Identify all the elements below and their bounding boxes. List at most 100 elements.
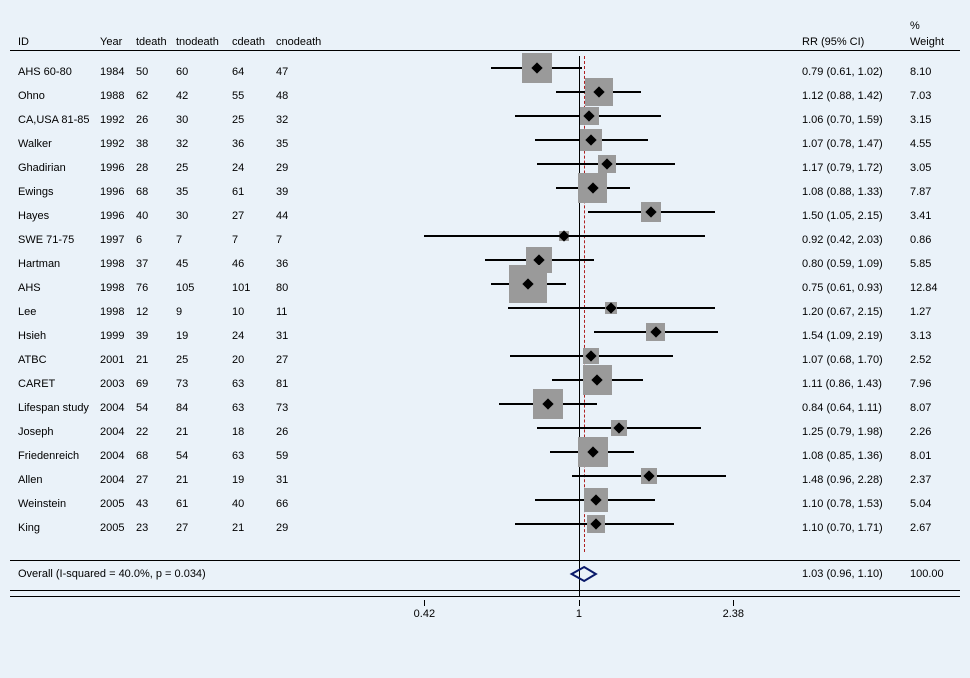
study-cnodeath: 48 (276, 90, 332, 102)
study-wt: 7.96 (910, 378, 954, 390)
study-cnodeath: 27 (276, 354, 332, 366)
bottom-rule (10, 590, 960, 591)
overall-diamond (332, 562, 802, 586)
study-tdeath: 40 (136, 210, 176, 222)
study-cdeath: 27 (232, 210, 276, 222)
study-tnodeath: 73 (176, 378, 232, 390)
study-cdeath: 24 (232, 330, 276, 342)
study-rr: 1.25 (0.79, 1.98) (802, 426, 910, 438)
study-year: 1998 (100, 306, 136, 318)
study-rr: 1.10 (0.78, 1.53) (802, 498, 910, 510)
study-row: Ewings1996683561391.08 (0.88, 1.33)7.87 (0, 180, 970, 204)
study-row: Weinstein2005436140661.10 (0.78, 1.53)5.… (0, 492, 970, 516)
study-id: Hartman (18, 258, 100, 270)
study-id: Joseph (18, 426, 100, 438)
study-cdeath: 63 (232, 402, 276, 414)
study-rr: 1.48 (0.96, 2.28) (802, 474, 910, 486)
hdr-year: Year (100, 36, 136, 48)
study-cnodeath: 29 (276, 162, 332, 174)
hdr-id: ID (18, 36, 100, 48)
study-cdeath: 7 (232, 234, 276, 246)
study-tdeath: 68 (136, 186, 176, 198)
study-rr: 0.75 (0.61, 0.93) (802, 282, 910, 294)
tick-label: 2.38 (723, 608, 744, 620)
study-tdeath: 22 (136, 426, 176, 438)
study-wt: 12.84 (910, 282, 954, 294)
study-year: 1996 (100, 162, 136, 174)
study-id: Weinstein (18, 498, 100, 510)
study-tnodeath: 54 (176, 450, 232, 462)
study-id: CA,USA 81-85 (18, 114, 100, 126)
study-rr: 1.12 (0.88, 1.42) (802, 90, 910, 102)
study-cdeath: 40 (232, 498, 276, 510)
study-tdeath: 54 (136, 402, 176, 414)
study-cnodeath: 36 (276, 258, 332, 270)
study-wt: 8.10 (910, 66, 954, 78)
study-id: AHS 60-80 (18, 66, 100, 78)
study-tnodeath: 42 (176, 90, 232, 102)
study-rr: 1.06 (0.70, 1.59) (802, 114, 910, 126)
study-year: 1984 (100, 66, 136, 78)
study-wt: 3.41 (910, 210, 954, 222)
study-rr: 1.10 (0.70, 1.71) (802, 522, 910, 534)
study-year: 2004 (100, 450, 136, 462)
study-cnodeath: 31 (276, 474, 332, 486)
tick-label: 0.42 (414, 608, 435, 620)
mid-rule (10, 560, 960, 561)
study-rr: 1.50 (1.05, 2.15) (802, 210, 910, 222)
study-row: CARET2003697363811.11 (0.86, 1.43)7.96 (0, 372, 970, 396)
study-tnodeath: 84 (176, 402, 232, 414)
study-tnodeath: 105 (176, 282, 232, 294)
study-wt: 2.37 (910, 474, 954, 486)
study-rr: 1.08 (0.88, 1.33) (802, 186, 910, 198)
study-tdeath: 37 (136, 258, 176, 270)
study-tdeath: 68 (136, 450, 176, 462)
x-axis: 0.4212.38 (332, 600, 802, 630)
study-rr: 1.08 (0.85, 1.36) (802, 450, 910, 462)
study-row: Walker1992383236351.07 (0.78, 1.47)4.55 (0, 132, 970, 156)
study-cnodeath: 81 (276, 378, 332, 390)
study-wt: 5.85 (910, 258, 954, 270)
study-rr: 1.07 (0.68, 1.70) (802, 354, 910, 366)
study-id: Lee (18, 306, 100, 318)
study-row: Allen2004272119311.48 (0.96, 2.28)2.37 (0, 468, 970, 492)
study-year: 1998 (100, 282, 136, 294)
study-id: Lifespan study (18, 402, 100, 414)
study-cnodeath: 59 (276, 450, 332, 462)
study-row: Lifespan study2004548463730.84 (0.64, 1.… (0, 396, 970, 420)
study-tdeath: 12 (136, 306, 176, 318)
study-tnodeath: 25 (176, 162, 232, 174)
study-cdeath: 21 (232, 522, 276, 534)
study-cdeath: 63 (232, 378, 276, 390)
study-tdeath: 26 (136, 114, 176, 126)
study-year: 1988 (100, 90, 136, 102)
overall-label: Overall (I-squared = 40.0%, p = 0.034) (18, 568, 332, 580)
study-cnodeath: 26 (276, 426, 332, 438)
study-cnodeath: 29 (276, 522, 332, 534)
study-year: 1998 (100, 258, 136, 270)
study-cdeath: 18 (232, 426, 276, 438)
study-tnodeath: 32 (176, 138, 232, 150)
study-tnodeath: 9 (176, 306, 232, 318)
study-tdeath: 50 (136, 66, 176, 78)
study-row: SWE 71-75199767770.92 (0.42, 2.03)0.86 (0, 228, 970, 252)
study-row: AHS199876105101800.75 (0.61, 0.93)12.84 (0, 276, 970, 300)
hdr-cdeath: cdeath (232, 36, 276, 48)
study-tdeath: 28 (136, 162, 176, 174)
study-rr: 1.07 (0.78, 1.47) (802, 138, 910, 150)
study-rr: 1.20 (0.67, 2.15) (802, 306, 910, 318)
study-year: 2004 (100, 402, 136, 414)
study-row: AHS 60-801984506064470.79 (0.61, 1.02)8.… (0, 60, 970, 84)
study-year: 2005 (100, 498, 136, 510)
tick (424, 600, 425, 606)
study-cnodeath: 66 (276, 498, 332, 510)
study-cnodeath: 11 (276, 306, 332, 318)
study-tdeath: 62 (136, 90, 176, 102)
study-cdeath: 36 (232, 138, 276, 150)
hdr-tnodeath: tnodeath (176, 36, 232, 48)
study-cnodeath: 80 (276, 282, 332, 294)
study-wt: 3.15 (910, 114, 954, 126)
study-tnodeath: 35 (176, 186, 232, 198)
study-id: Hayes (18, 210, 100, 222)
study-tdeath: 69 (136, 378, 176, 390)
